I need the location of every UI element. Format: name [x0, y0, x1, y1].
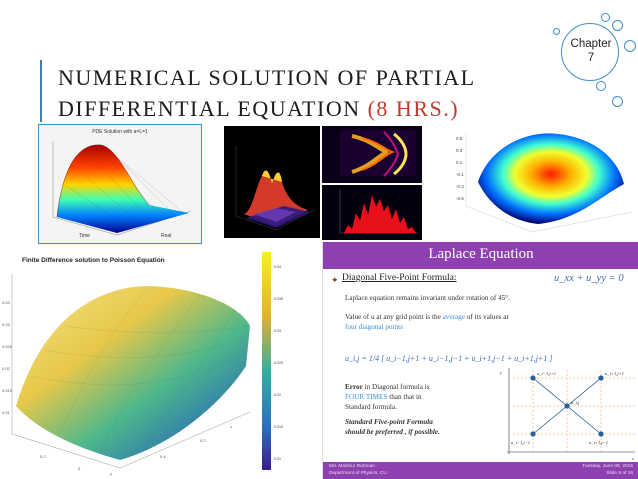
laplace-footer: Md. Mashiur Rahman Department of Physics… — [323, 462, 638, 479]
page-title: NUMERICAL SOLUTION OF PARTIAL DIFFERENTI… — [58, 62, 538, 124]
svg-text:0.035: 0.035 — [274, 297, 283, 301]
svg-text:0.2: 0.2 — [40, 454, 46, 459]
footer-author: Md. Mashiur Rahman — [329, 464, 375, 469]
svg-text:y: y — [110, 471, 112, 476]
bullet-icon: ✦ — [331, 275, 339, 285]
svg-text:0.2: 0.2 — [200, 438, 206, 443]
error-word: Error — [345, 383, 363, 391]
chapter-circle — [561, 23, 619, 81]
pde-ylabel: Real — [161, 233, 171, 239]
decor-circle — [624, 40, 636, 52]
svg-text:x: x — [230, 424, 232, 429]
svg-text:0: 0 — [78, 466, 81, 471]
decor-circle — [612, 96, 623, 107]
svg-text:0.01: 0.01 — [274, 457, 281, 461]
svg-text:0.03: 0.03 — [2, 322, 11, 327]
pde-solution-image: PDE Solution with a=L=1 — [38, 124, 202, 244]
p2-average: average — [442, 313, 465, 321]
error-paragraph: Error in Diagonal formula is FOUR TIMES … — [345, 382, 475, 412]
svg-text:-0.1: -0.1 — [456, 172, 464, 177]
histogram-image — [322, 185, 422, 240]
svg-text:-0.5: -0.5 — [456, 196, 464, 201]
footer-dept: Department of Physics, CU — [329, 471, 387, 476]
chapter-word: Chapter — [570, 38, 612, 50]
standard-formula-note: Standard Five-point Formula should be pr… — [345, 417, 485, 437]
laplace-para-1: Laplace equation remains invariant under… — [345, 294, 510, 302]
rainbow-surface-image: 0.5 0.3 0.1 -0.1 -0.3 -0.5 — [448, 128, 638, 240]
footer-left: Md. Mashiur Rahman Department of Physics… — [329, 463, 387, 477]
laplace-para-2: Value of u at any grid point is the aver… — [345, 312, 515, 332]
laplace-equation: u_xx + u_yy = 0 — [554, 273, 624, 284]
decor-circle — [596, 81, 606, 91]
grid-axis-y: y — [499, 370, 503, 375]
std-line-1: Standard Five-point Formula — [345, 418, 433, 426]
svg-text:0.02: 0.02 — [274, 393, 281, 397]
footer-right: Tuesday, June 09, 2015 Slide 9 of 16 — [582, 463, 633, 477]
error-text-2: than that in — [387, 393, 422, 401]
title-line-2: DIFFERENTIAL EQUATION — [58, 96, 361, 121]
svg-text:0.03: 0.03 — [274, 329, 281, 333]
svg-text:0.4: 0.4 — [160, 454, 166, 459]
grid-label-tl: u_i−1,j+1 — [537, 371, 556, 377]
decor-circle — [601, 13, 610, 22]
svg-text:0.025: 0.025 — [274, 361, 283, 365]
laplace-header: Laplace Equation — [323, 242, 638, 269]
grid-label-br: u_i+1,j−1 — [589, 440, 608, 446]
footer-slide-number: Slide 9 of 16 — [606, 471, 633, 476]
grid-label-c: u_i,j — [571, 400, 580, 406]
svg-text:0.1: 0.1 — [456, 160, 463, 165]
error-text: in Diagonal formula is — [362, 383, 430, 391]
pde-plot-title: PDE Solution with a=L=1 — [92, 129, 148, 135]
svg-text:0.025: 0.025 — [2, 344, 13, 349]
svg-text:0.015: 0.015 — [274, 425, 283, 429]
footer-date: Tuesday, June 09, 2015 — [582, 464, 633, 469]
four-times: FOUR TIMES — [345, 393, 388, 401]
svg-text:-0.3: -0.3 — [456, 184, 464, 189]
svg-text:0.04: 0.04 — [274, 265, 281, 269]
title-rule — [40, 60, 42, 122]
svg-text:0.04: 0.04 — [2, 300, 11, 305]
svg-text:0.3: 0.3 — [456, 148, 463, 153]
decor-circle — [553, 28, 560, 35]
title-hours: (8 HRS.) — [367, 96, 460, 121]
chapter-label: Chapter 7 — [563, 37, 619, 65]
diagonal-grid-diagram: u_i−1,j+1 u_i+1,j+1 u_i,j u_i−1,j−1 u_i+… — [499, 368, 635, 461]
spectrum-3d-image — [224, 126, 320, 238]
title-line-1: NUMERICAL SOLUTION OF PARTIAL — [58, 65, 476, 90]
chapter-number: 7 — [587, 52, 595, 64]
svg-text:0.01: 0.01 — [2, 410, 11, 415]
pde-xlabel: Time — [79, 233, 90, 239]
spectrogram-image — [322, 126, 422, 183]
laplace-formula: u_i,j = 1/4 [ u_i−1,j+1 + u_i−1,j−1 + u_… — [345, 354, 553, 363]
laplace-slide: Laplace Equation ✦ Diagonal Five-Point F… — [322, 242, 638, 479]
svg-text:0.015: 0.015 — [2, 388, 13, 393]
std-line-2: should be preferred , if possible. — [345, 428, 440, 436]
p2-text-a: Value of u at any grid point is the — [345, 313, 443, 321]
error-text-3: Standard formula. — [345, 403, 397, 411]
grid-label-tr: u_i+1,j+1 — [605, 371, 624, 377]
svg-text:0.5: 0.5 — [456, 136, 463, 141]
poisson-solution-image: Finite Difference solution to Poisson Eq… — [0, 246, 304, 479]
grid-axis-x: x — [631, 456, 634, 461]
laplace-subtitle: Diagonal Five-Point Formula: — [342, 273, 457, 283]
p2-text-b: of its values at — [464, 313, 509, 321]
poisson-title: Finite Difference solution to Poisson Eq… — [22, 257, 165, 264]
p2-four-diagonal: four diagonal points — [345, 323, 403, 331]
grid-label-bl: u_i−1,j−1 — [511, 440, 530, 446]
laplace-title: Laplace Equation — [428, 246, 534, 262]
svg-text:0.02: 0.02 — [2, 366, 11, 371]
decor-circle — [612, 20, 623, 31]
